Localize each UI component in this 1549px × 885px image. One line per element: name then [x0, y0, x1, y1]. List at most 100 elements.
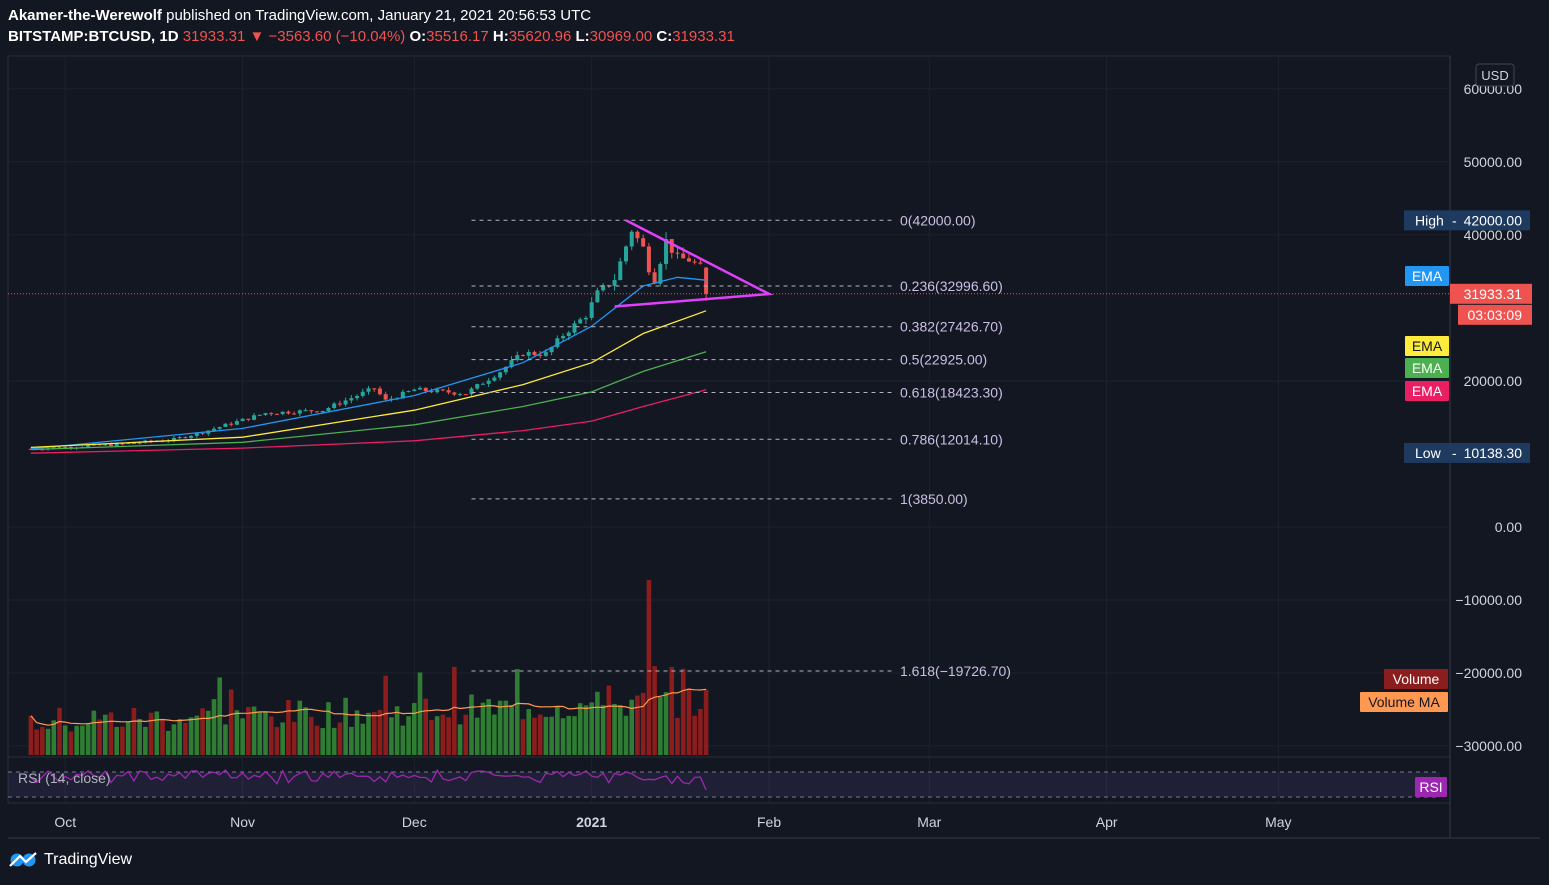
- candle-body[interactable]: [360, 391, 365, 396]
- candle-body[interactable]: [406, 391, 411, 393]
- candle-body[interactable]: [623, 246, 629, 262]
- candle-body[interactable]: [629, 231, 634, 247]
- candle-body[interactable]: [698, 262, 703, 264]
- candle-body[interactable]: [555, 338, 560, 348]
- candle-body[interactable]: [549, 347, 554, 353]
- candle-body[interactable]: [423, 387, 428, 392]
- candle-body[interactable]: [309, 410, 314, 412]
- candle-body[interactable]: [28, 448, 33, 450]
- candle-body[interactable]: [704, 267, 709, 294]
- candle-body[interactable]: [137, 442, 142, 444]
- candle-body[interactable]: [641, 238, 646, 247]
- candle-body[interactable]: [389, 398, 394, 400]
- candle-body[interactable]: [417, 387, 423, 390]
- candle-body[interactable]: [297, 410, 302, 414]
- candle-body[interactable]: [635, 231, 640, 239]
- candle-body[interactable]: [343, 400, 348, 405]
- candle-body[interactable]: [446, 390, 451, 393]
- candle-body[interactable]: [543, 352, 548, 356]
- candle-body[interactable]: [223, 423, 228, 427]
- candle-body[interactable]: [171, 437, 176, 441]
- candle-body[interactable]: [589, 302, 594, 318]
- candle-body[interactable]: [314, 411, 320, 413]
- candle-body[interactable]: [492, 377, 497, 381]
- candle-body[interactable]: [458, 394, 463, 396]
- symbol-name[interactable]: BITSTAMP:BTCUSD, 1D: [8, 28, 179, 45]
- candle-body[interactable]: [480, 383, 485, 385]
- candle-body[interactable]: [583, 317, 588, 320]
- tradingview-branding[interactable]: TradingView: [8, 850, 132, 870]
- candle-body[interactable]: [108, 444, 114, 446]
- candle-body[interactable]: [526, 352, 531, 356]
- candle-body[interactable]: [194, 432, 199, 436]
- candle-body[interactable]: [103, 444, 108, 446]
- candle-body[interactable]: [515, 355, 520, 361]
- candle-body[interactable]: [383, 394, 388, 400]
- candle-body[interactable]: [246, 418, 251, 420]
- candle-body[interactable]: [538, 354, 543, 356]
- candle-body[interactable]: [337, 403, 342, 405]
- candle-body[interactable]: [86, 445, 91, 448]
- candle-body[interactable]: [377, 388, 382, 395]
- candle-body[interactable]: [692, 261, 697, 263]
- candle-body[interactable]: [200, 432, 205, 434]
- candle-body[interactable]: [51, 447, 56, 449]
- rsi-pane[interactable]: [7, 756, 1451, 804]
- candle-body[interactable]: [561, 336, 566, 339]
- candle-body[interactable]: [440, 389, 445, 391]
- currency-button[interactable]: [1475, 63, 1515, 87]
- candle-body[interactable]: [274, 413, 279, 415]
- candle-body[interactable]: [292, 413, 297, 415]
- candle-body[interactable]: [578, 319, 583, 324]
- candle-body[interactable]: [595, 290, 600, 303]
- author-name[interactable]: Akamer-the-Werewolf: [8, 7, 162, 24]
- candle-body[interactable]: [120, 443, 125, 445]
- candle-body[interactable]: [486, 380, 491, 384]
- candle-body[interactable]: [475, 384, 480, 389]
- candle-body[interactable]: [520, 355, 526, 357]
- candle-body[interactable]: [286, 411, 291, 414]
- candle-body[interactable]: [618, 261, 623, 281]
- candle-body[interactable]: [252, 415, 257, 420]
- candle-body[interactable]: [355, 395, 360, 399]
- candle-body[interactable]: [183, 437, 188, 439]
- candle-body[interactable]: [97, 444, 102, 446]
- candle-body[interactable]: [372, 388, 377, 390]
- candle-body[interactable]: [126, 443, 131, 445]
- candle-body[interactable]: [280, 411, 285, 414]
- candle-body[interactable]: [669, 239, 674, 253]
- candle-body[interactable]: [263, 413, 268, 415]
- candle-body[interactable]: [469, 388, 474, 395]
- candle-body[interactable]: [240, 418, 245, 422]
- candle-body[interactable]: [686, 258, 691, 262]
- candle-body[interactable]: [217, 426, 222, 429]
- candle-body[interactable]: [681, 253, 686, 259]
- candle-body[interactable]: [452, 392, 457, 395]
- price-pane[interactable]: [7, 55, 1451, 758]
- candle-body[interactable]: [257, 414, 262, 416]
- candle-body[interactable]: [234, 421, 239, 425]
- triangle-pattern[interactable]: [614, 219, 774, 308]
- candle-body[interactable]: [269, 413, 274, 415]
- candle-body[interactable]: [435, 389, 440, 393]
- candle-body[interactable]: [326, 407, 331, 411]
- candle-body[interactable]: [675, 252, 680, 254]
- candle-body[interactable]: [503, 366, 508, 373]
- candle-body[interactable]: [463, 394, 468, 396]
- candle-body[interactable]: [400, 391, 405, 399]
- candle-body[interactable]: [412, 389, 417, 392]
- candle-body[interactable]: [498, 372, 503, 378]
- candle-body[interactable]: [211, 428, 217, 431]
- candle-body[interactable]: [229, 423, 234, 425]
- candle-body[interactable]: [646, 246, 651, 273]
- candle-body[interactable]: [320, 410, 325, 413]
- candle-body[interactable]: [566, 332, 571, 337]
- candle-body[interactable]: [366, 388, 371, 392]
- candle-body[interactable]: [68, 446, 73, 449]
- candle-body[interactable]: [664, 239, 669, 264]
- candle-body[interactable]: [349, 398, 354, 401]
- candle-body[interactable]: [572, 323, 577, 333]
- candle-body[interactable]: [63, 446, 68, 449]
- candle-body[interactable]: [332, 403, 337, 408]
